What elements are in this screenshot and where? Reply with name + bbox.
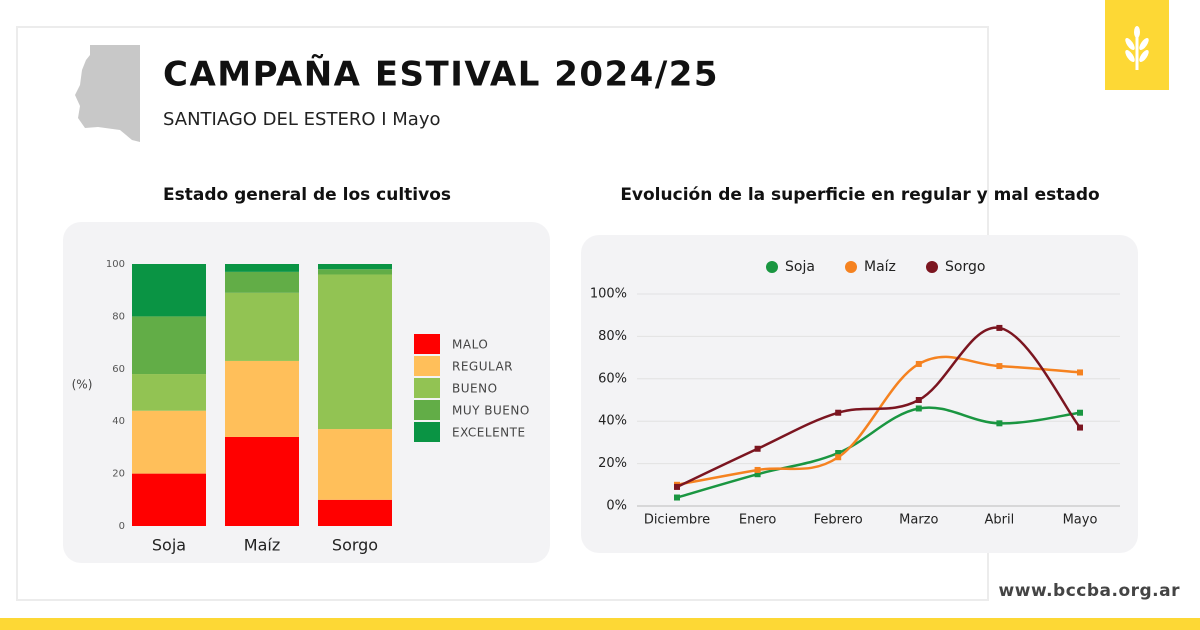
point	[915, 397, 922, 403]
y-tick-label: 100%	[590, 287, 627, 302]
legend-swatch	[414, 378, 440, 398]
y-tick-label: 60	[112, 364, 125, 375]
footer-url: www.bccba.org.ar	[999, 581, 1181, 601]
legend-label: REGULAR	[452, 360, 513, 374]
x-tick-label: Febrero	[814, 513, 863, 528]
point	[754, 445, 761, 452]
province-map	[75, 45, 140, 142]
point	[915, 360, 922, 367]
x-tick-label: Maíz	[244, 536, 280, 555]
bar-segment	[225, 264, 299, 272]
bar-segment	[132, 264, 206, 317]
point	[835, 450, 842, 456]
bar-segment	[132, 316, 206, 375]
legend-marker	[845, 261, 857, 273]
bar-segment	[318, 499, 392, 526]
point	[1077, 369, 1083, 376]
page-subtitle: SANTIAGO DEL ESTERO I Mayo	[163, 109, 440, 130]
x-tick-label: Sorgo	[332, 536, 378, 555]
bottom-bar	[0, 618, 1200, 630]
bar-segment	[318, 429, 392, 500]
logo-icon	[1125, 26, 1149, 70]
x-tick-label: Soja	[152, 536, 186, 555]
bar-segment	[318, 269, 392, 275]
point	[754, 471, 761, 478]
legend-label: MALO	[452, 338, 488, 352]
x-tick-label: Enero	[739, 513, 777, 528]
bar-segment	[132, 374, 206, 411]
y-tick-label: 20	[112, 469, 125, 480]
bar-segment	[318, 274, 392, 430]
legend-swatch	[414, 422, 440, 442]
point	[1077, 424, 1083, 431]
legend-swatch	[414, 334, 440, 354]
y-tick-label: 100	[106, 259, 125, 270]
y-axis-label: (%)	[72, 378, 93, 392]
bar-segment	[225, 292, 299, 361]
bar-segment	[318, 264, 392, 270]
bar-segment	[132, 473, 206, 526]
y-tick-label: 20%	[598, 456, 627, 471]
y-tick-label: 80	[112, 311, 125, 322]
legend-swatch	[414, 400, 440, 420]
panel	[581, 235, 1138, 553]
x-tick-label: Diciembre	[644, 513, 710, 528]
y-tick-label: 40	[112, 416, 125, 427]
point	[835, 454, 842, 461]
point	[915, 405, 922, 412]
y-tick-label: 0%	[606, 499, 627, 514]
point	[996, 363, 1003, 370]
legend-marker	[926, 261, 938, 273]
series-line	[676, 406, 1081, 499]
page-title: CAMPAÑA ESTIVAL 2024/25	[163, 54, 719, 95]
legend-marker	[766, 261, 778, 273]
bar-segment	[225, 436, 299, 526]
point	[674, 494, 680, 501]
chart-title: Estado general de los cultivos	[163, 185, 451, 205]
y-tick-label: 80%	[598, 329, 627, 344]
chart-title: Evolución de la superficie en regular y …	[620, 185, 1099, 205]
point	[754, 466, 761, 473]
point	[835, 409, 842, 416]
legend-label: Sorgo	[945, 259, 985, 275]
x-tick-label: Abril	[985, 513, 1015, 528]
point	[674, 483, 680, 490]
point	[996, 420, 1003, 427]
bar-segment	[225, 360, 299, 437]
y-tick-label: 40%	[598, 414, 627, 429]
x-tick-label: Mayo	[1063, 513, 1098, 528]
y-tick-label: 60%	[598, 371, 627, 386]
y-tick-label: 0	[119, 521, 125, 532]
series-line	[676, 326, 1081, 489]
legend-label: EXCELENTE	[452, 426, 526, 440]
point	[1077, 409, 1083, 416]
point	[996, 324, 1003, 331]
legend-label: Soja	[785, 259, 815, 275]
legend-swatch	[414, 356, 440, 376]
bar-segment	[132, 410, 206, 474]
bar-segment	[225, 271, 299, 293]
legend-label: Maíz	[864, 259, 896, 275]
x-tick-label: Marzo	[899, 513, 938, 528]
legend-label: MUY BUENO	[452, 404, 530, 418]
legend-label: BUENO	[452, 382, 498, 396]
